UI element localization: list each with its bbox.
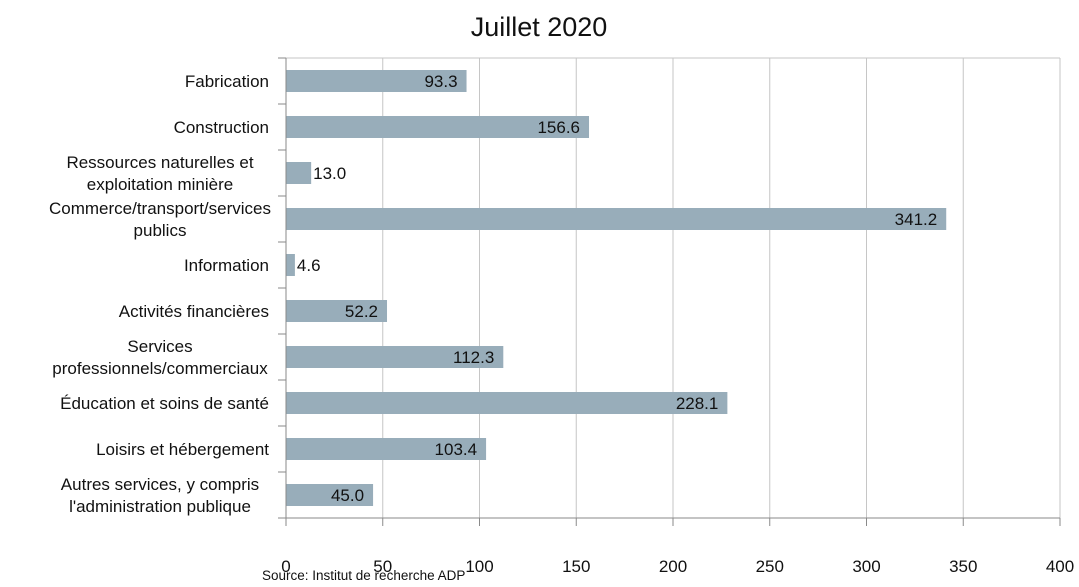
bar (286, 438, 487, 460)
data-label: 93.3 (424, 72, 457, 91)
x-tick-label: 250 (756, 557, 784, 576)
category-label: Commerce/transport/services publics (49, 199, 271, 240)
data-labels: 93.3 156.6 13.0 341.2 4.6 52.2 112.3 228.1 103.4… (297, 72, 937, 505)
bar (286, 70, 467, 92)
category-labels: Fabrication Construction Ressources nature… (49, 72, 271, 516)
category-label-line: professionnels/commerciaux (52, 359, 268, 378)
category-label-line: Autres services, y compris (61, 475, 259, 494)
data-label: 112.3 (453, 348, 494, 367)
data-label: 156.6 (537, 118, 580, 137)
category-label-line: Loisirs et hébergement (96, 440, 269, 459)
bar (286, 484, 374, 506)
data-label: 52.2 (345, 302, 378, 321)
bars (286, 70, 947, 506)
data-label: 103.4 (435, 440, 478, 459)
category-label-line: Ressources naturelles et (66, 153, 253, 172)
category-label-line: Services (127, 337, 192, 356)
data-label: 228.1 (676, 394, 719, 413)
x-tick-label: 150 (562, 557, 590, 576)
bar (286, 162, 312, 184)
category-label: Information (184, 256, 269, 275)
category-label: Ressources naturelles et exploitation min… (66, 153, 253, 194)
category-label-line: exploitation minière (87, 175, 233, 194)
chart-title: Juillet 2020 (471, 12, 608, 42)
bar (286, 300, 388, 322)
x-tick-label: 50 (373, 557, 392, 576)
x-tick-label: 0 (281, 557, 290, 576)
category-label: Loisirs et hébergement (96, 440, 269, 459)
category-label: Construction (174, 118, 269, 137)
source-note: Source: Institut de recherche ADP (262, 568, 465, 583)
data-label: 341.2 (895, 210, 938, 229)
category-label-line: Éducation et soins de santé (60, 394, 269, 413)
axes (278, 57, 1061, 526)
category-label-line: l'administration publique (69, 497, 251, 516)
category-label-line: Commerce/transport/services (49, 199, 271, 218)
category-label-line: Fabrication (185, 72, 269, 91)
category-label-line: publics (134, 221, 187, 240)
x-tick-label: 100 (465, 557, 493, 576)
x-tick-label: 400 (1046, 557, 1074, 576)
bar (286, 208, 947, 230)
data-label: 13.0 (313, 164, 346, 183)
category-label: Éducation et soins de santé (60, 394, 269, 413)
x-tick-labels: 0 50 100 150 200 250 300 350 400 (281, 557, 1074, 576)
category-label: Fabrication (185, 72, 269, 91)
category-label: Services professionnels/commerciaux (52, 337, 268, 378)
data-label: 45.0 (331, 486, 364, 505)
bar (286, 346, 504, 368)
x-tick-label: 200 (659, 557, 687, 576)
x-tick-label: 350 (949, 557, 977, 576)
x-tick-label: 300 (852, 557, 880, 576)
data-label: 4.6 (297, 256, 321, 275)
category-label: Activités financières (119, 302, 269, 321)
bar (286, 116, 590, 138)
category-label-line: Activités financières (119, 302, 269, 321)
category-label-line: Information (184, 256, 269, 275)
bar (286, 254, 295, 276)
bar (286, 392, 728, 414)
category-label: Autres services, y compris l'administrati… (61, 475, 259, 516)
category-label-line: Construction (174, 118, 269, 137)
